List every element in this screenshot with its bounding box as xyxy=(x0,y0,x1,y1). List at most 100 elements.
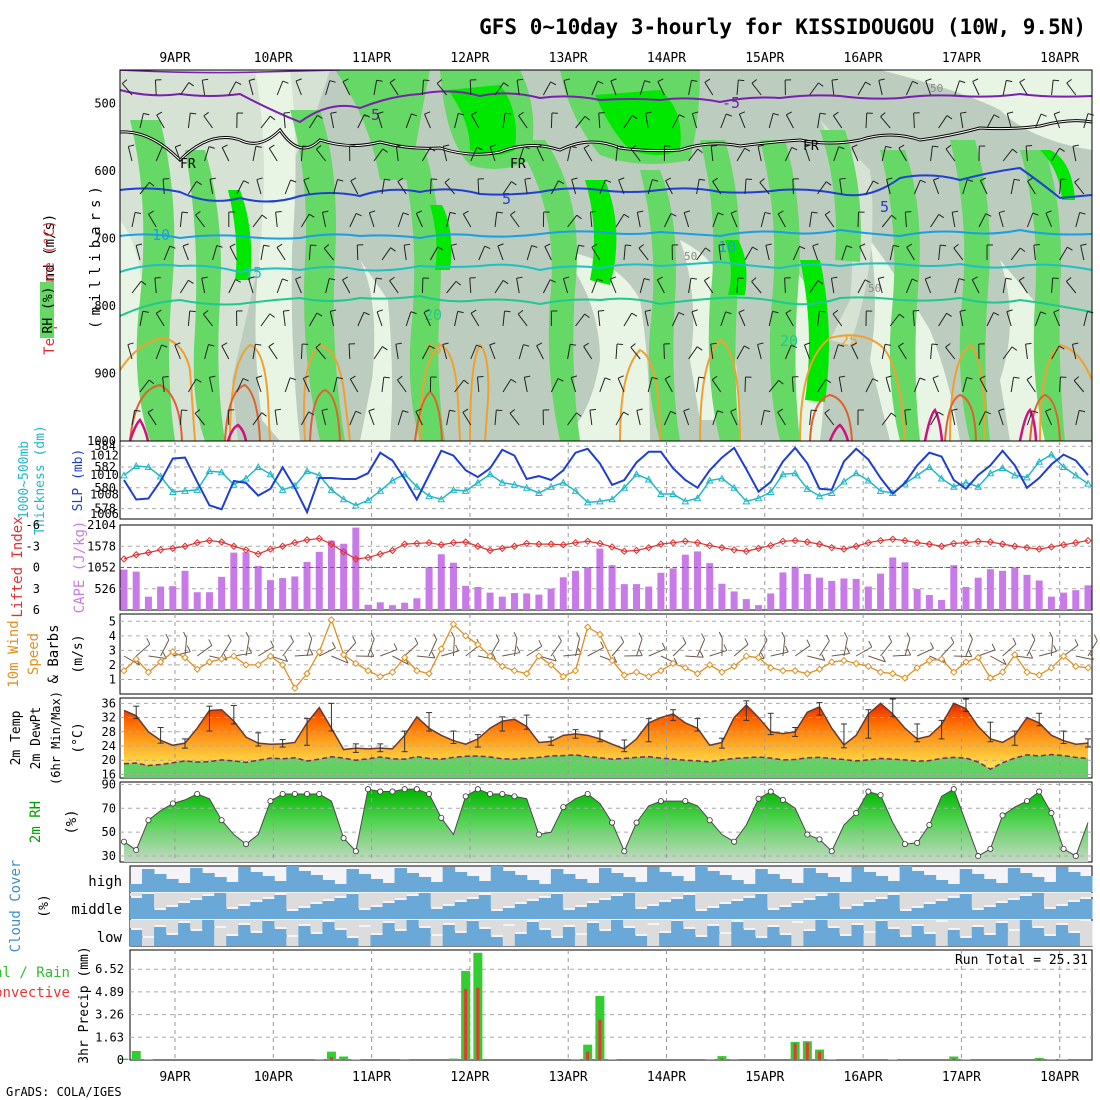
wind-barb xyxy=(730,408,738,426)
wind-barb xyxy=(839,177,846,195)
thickness-tick: 584 xyxy=(94,439,116,453)
wind-speed-marker xyxy=(169,648,177,656)
cloud-cell xyxy=(262,899,275,919)
cloud-cell xyxy=(490,937,504,946)
cape-bar xyxy=(376,602,384,610)
surface-wind-barb xyxy=(941,636,955,657)
cloud-cell-light xyxy=(310,893,323,902)
cape-bar xyxy=(694,551,702,610)
wind-barb xyxy=(696,376,705,393)
cloud-cell xyxy=(1079,899,1093,919)
wind-speed-marker xyxy=(986,674,995,682)
thickness-marker xyxy=(1035,457,1044,465)
cloud-cell xyxy=(1067,933,1081,946)
wind-barb xyxy=(688,346,703,360)
wind-barb xyxy=(951,408,958,426)
precip-convective-bar xyxy=(952,1058,956,1060)
cloud-cell-light xyxy=(839,920,852,934)
thickness-marker xyxy=(413,482,421,490)
cloud-cell xyxy=(623,893,636,919)
cape-bar xyxy=(315,551,323,610)
wind-speed-marker xyxy=(193,665,201,673)
cloud-cell xyxy=(250,933,263,946)
cloud-cell xyxy=(779,935,792,946)
wind-barb xyxy=(349,410,362,426)
wind-barb xyxy=(135,243,143,261)
cloud-cell xyxy=(1043,882,1057,892)
wind-barb xyxy=(712,212,724,228)
wind-barb xyxy=(696,178,706,195)
wind-barb xyxy=(470,309,480,327)
wind-speed-marker xyxy=(254,661,262,669)
cloud-cell-light xyxy=(358,893,371,908)
cape-bar xyxy=(413,598,421,610)
cloud-cell xyxy=(166,935,179,946)
cloud-cell xyxy=(310,904,323,919)
cloud-cell xyxy=(827,877,840,892)
date-label-bottom: 9APR xyxy=(159,1070,190,1085)
wind-barb xyxy=(930,411,944,426)
rh-marker xyxy=(755,795,762,802)
cape-bar xyxy=(193,592,201,610)
cloud-cell xyxy=(238,925,251,946)
wind-speed-marker xyxy=(522,669,531,678)
wind-speed-marker xyxy=(571,667,580,675)
surface-wind-barb xyxy=(183,631,188,657)
cloud-cell xyxy=(1007,868,1021,892)
contour-label-20-right: 20 xyxy=(780,332,798,350)
cloud-cell xyxy=(851,906,865,919)
wind-barb xyxy=(1026,375,1036,393)
wind-barb xyxy=(302,375,310,393)
wind-barb xyxy=(859,243,867,261)
cloud-cell-light xyxy=(767,920,780,925)
cape-bar xyxy=(498,596,506,610)
cloud-cell-light xyxy=(142,920,155,936)
surface-wind-barb xyxy=(172,645,191,657)
pressure-tick: 900 xyxy=(94,367,116,381)
wind-barb xyxy=(688,277,697,294)
thickness-marker xyxy=(254,462,263,470)
wind-barb xyxy=(598,112,605,129)
thickness-marker xyxy=(474,478,482,486)
precip-bars xyxy=(119,952,1069,1060)
wind-barb xyxy=(889,313,905,327)
wind-barb xyxy=(765,243,772,261)
cape-bar xyxy=(913,588,921,610)
thickness-marker xyxy=(1010,471,1019,479)
wind-barb xyxy=(315,343,326,360)
cape-bar xyxy=(669,568,677,610)
cloud-cell xyxy=(142,938,155,946)
surface-wind-barb xyxy=(718,631,723,657)
cape-bar xyxy=(1011,567,1019,610)
cloud-cell xyxy=(983,879,997,892)
thickness-marker xyxy=(815,492,824,500)
lifted-index-marker xyxy=(156,546,165,554)
lifted-index-marker xyxy=(217,538,226,546)
wind-barb xyxy=(252,214,268,228)
cloud-cell xyxy=(911,926,925,946)
wind-speed-marker xyxy=(583,623,592,631)
cloud-cell xyxy=(298,908,311,919)
wind-speed-marker xyxy=(840,656,848,665)
rh-panel: 90 70 50 30 2m RH (%) xyxy=(28,777,1093,863)
wind-barb xyxy=(396,375,407,393)
cloud-cell-light xyxy=(911,920,925,924)
cloud-cell xyxy=(839,936,852,946)
surface-wind-barb xyxy=(331,655,349,664)
cloud-cell xyxy=(1019,873,1033,892)
wind-barb xyxy=(174,342,181,360)
cloud-cell xyxy=(635,909,648,919)
wind-barb xyxy=(284,179,297,195)
precip-convective-bar xyxy=(329,1057,333,1060)
cloud-cell xyxy=(791,903,804,919)
cloud-cell xyxy=(683,895,696,919)
cloud-cell-light xyxy=(238,893,251,904)
cape-bar xyxy=(242,552,250,610)
wind-barb xyxy=(405,311,417,327)
wind-speed-marker xyxy=(998,668,1007,676)
cloud-cell-light xyxy=(478,920,492,927)
cloud-cell xyxy=(238,867,251,892)
wind-barb xyxy=(121,79,133,96)
wind-barb xyxy=(283,112,290,129)
rh-marker xyxy=(291,790,298,797)
